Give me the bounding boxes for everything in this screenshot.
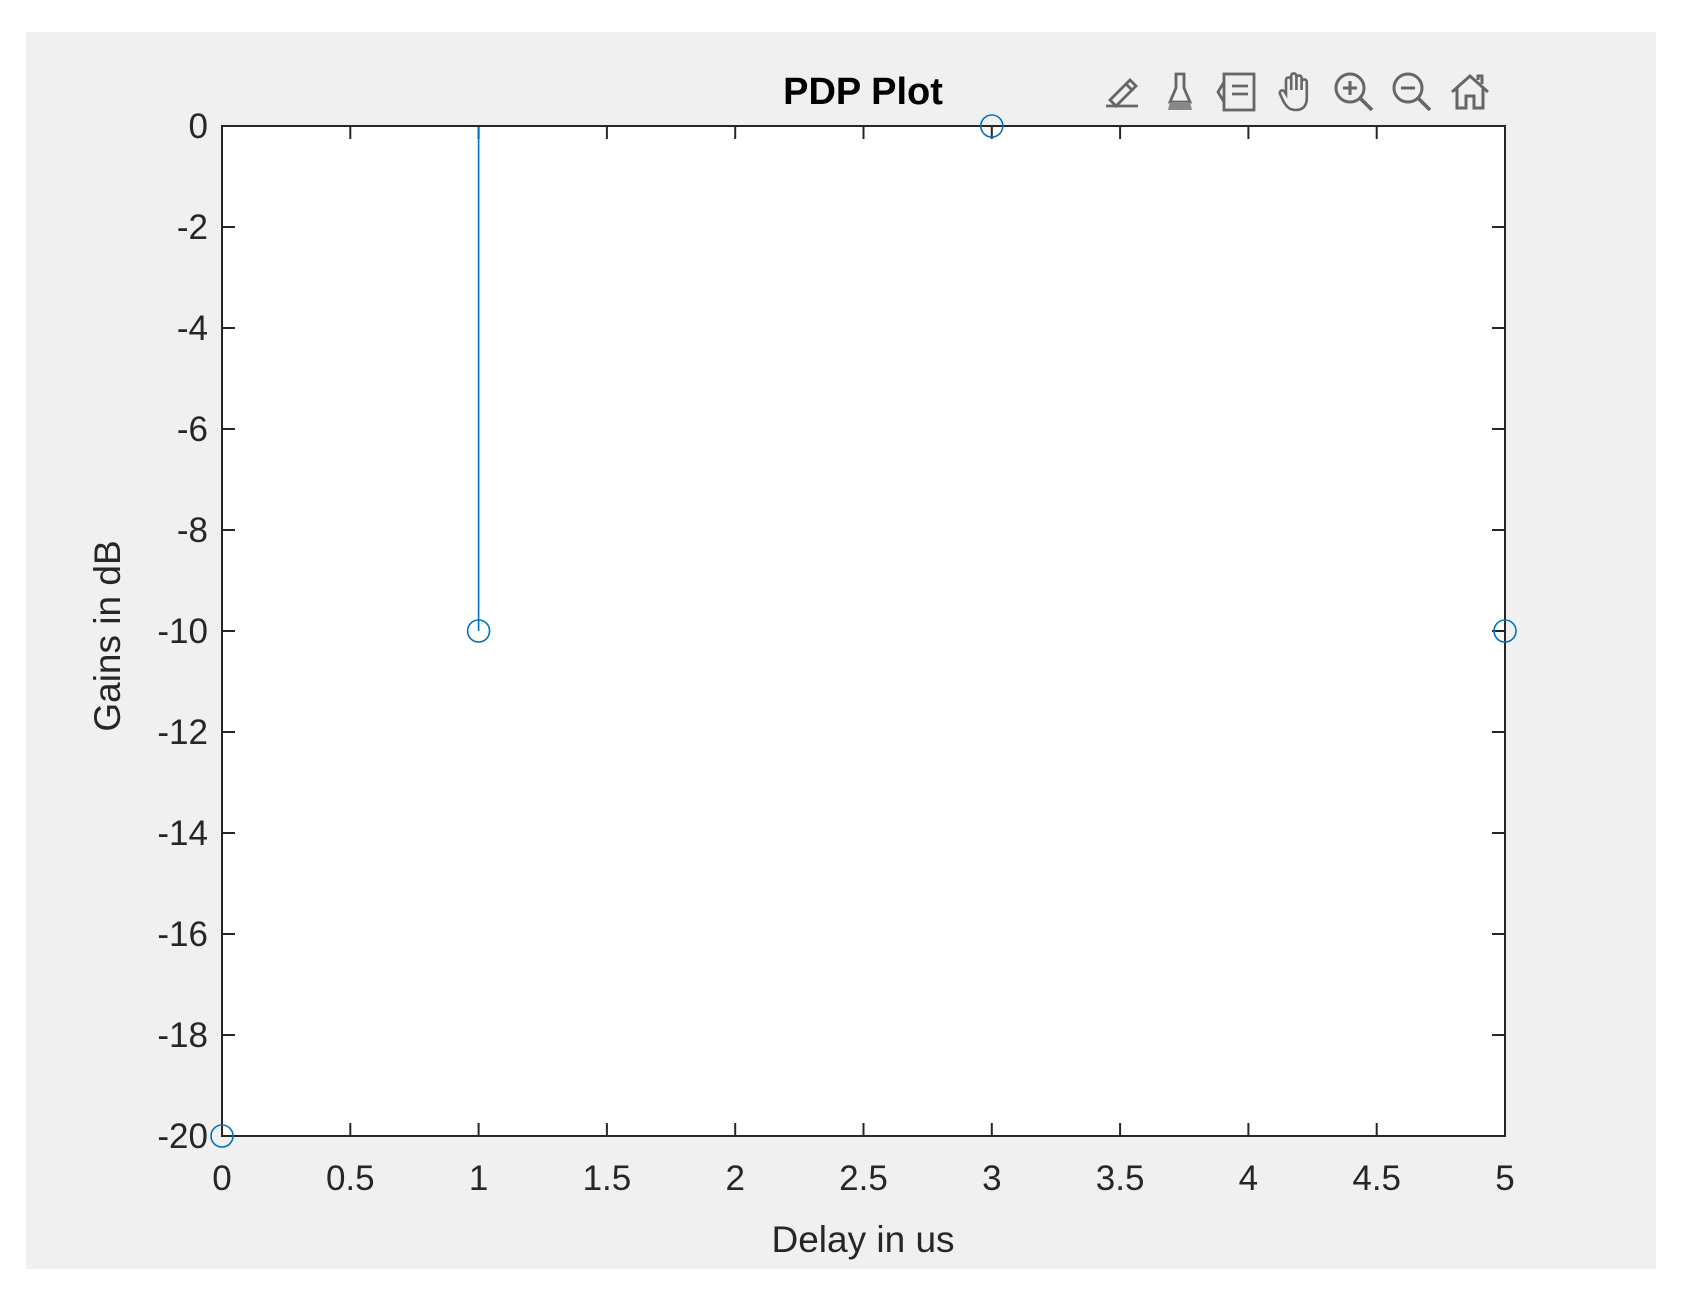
zoom-in-tool[interactable]	[1326, 64, 1382, 120]
axes-toolbar	[1094, 64, 1498, 120]
pan-tool[interactable]	[1268, 64, 1324, 120]
stem-marker	[210, 1124, 234, 1148]
y-tick-label: -10	[157, 612, 208, 651]
home-icon	[1451, 73, 1489, 110]
axes-background	[222, 126, 1505, 1136]
home-tool[interactable]	[1442, 64, 1498, 120]
stem-marker	[1493, 619, 1517, 643]
paint-brush-icon	[1167, 72, 1193, 110]
stem-marker	[466, 619, 491, 643]
y-axis-label: Gains in dB	[87, 540, 128, 731]
y-tick-label: -8	[177, 511, 208, 550]
brush-tool[interactable]	[1152, 64, 1208, 120]
zoom-out-tool[interactable]	[1384, 64, 1440, 120]
x-tick-label: 4.5	[1352, 1159, 1401, 1198]
y-tick-label: -16	[157, 915, 208, 954]
ticks-layer: 0 0.5 1 1.5 2 2.5 3 3.5 4 4.5 5 0 -2 -4 -6 -8 -10 -12 -14 -…	[157, 107, 1514, 1198]
chart-title: PDP Plot	[783, 71, 943, 113]
edit-brush-tool[interactable]	[1094, 64, 1150, 120]
zoom-in-icon	[1334, 72, 1374, 112]
stem-marker	[979, 114, 1004, 138]
zoom-out-icon	[1392, 72, 1432, 112]
pan-hand-icon	[1278, 72, 1309, 112]
y-tick-label: -2	[177, 208, 208, 247]
x-tick-label: 2.5	[839, 1159, 888, 1198]
x-tick-label: 0.5	[326, 1159, 375, 1198]
y-tick-label: -12	[157, 713, 208, 752]
y-tick-label: -18	[157, 1016, 208, 1055]
x-tick-label: 4	[1239, 1159, 1258, 1198]
x-axis-label: Delay in us	[771, 1219, 954, 1260]
edit-brush-icon	[1106, 78, 1138, 108]
x-tick-label: 2	[725, 1159, 744, 1198]
legend-icon	[1216, 72, 1256, 112]
x-tick-label: 1.5	[583, 1159, 632, 1198]
x-tick-label: 3.5	[1096, 1159, 1145, 1198]
x-tick-label: 0	[212, 1159, 231, 1198]
y-tick-label: -4	[177, 309, 208, 348]
y-tick-label: 0	[189, 107, 208, 146]
markers-layer	[210, 114, 1517, 1148]
axes-box	[221, 125, 1506, 1137]
y-tick-label: -6	[177, 410, 208, 449]
legend-tool[interactable]	[1210, 64, 1266, 120]
x-tick-label: 3	[982, 1159, 1001, 1198]
x-tick-label: 1	[469, 1159, 488, 1198]
x-tick-label: 5	[1495, 1159, 1514, 1198]
y-tick-label: -14	[157, 814, 208, 853]
y-tick-label: -20	[157, 1117, 208, 1156]
